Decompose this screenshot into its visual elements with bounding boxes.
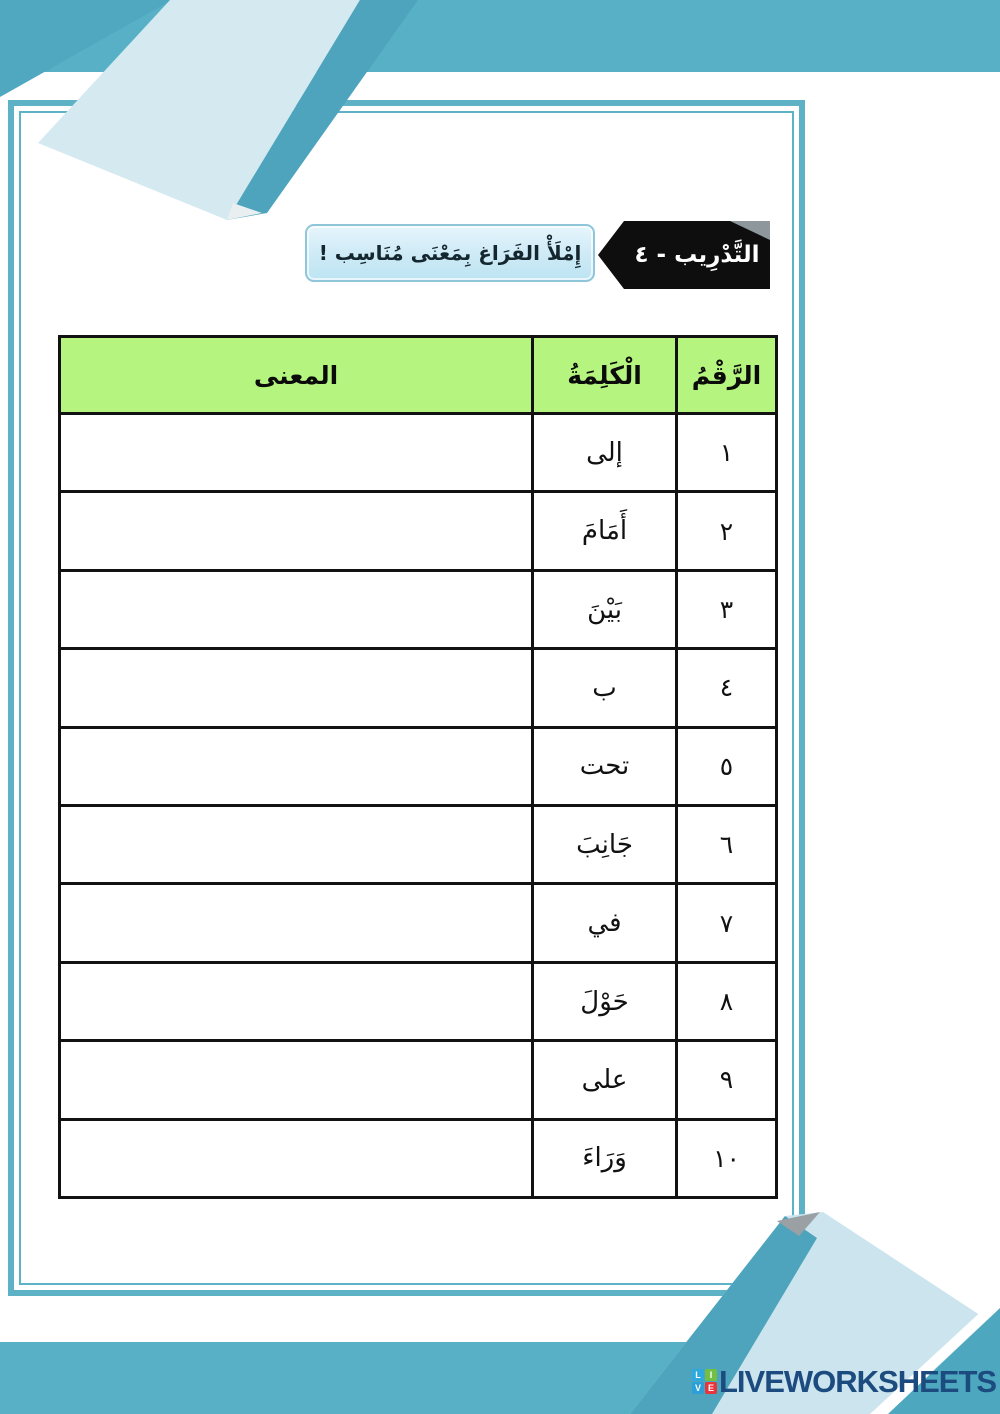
meaning-answer-blank[interactable] (61, 493, 531, 568)
meaning-answer-blank[interactable] (61, 729, 531, 804)
meaning-answer-blank[interactable] (61, 807, 531, 882)
header-word: الْكَلِمَةُ (531, 338, 675, 412)
page-border-frame-outer (8, 100, 805, 1296)
liveworksheets-logo-icon: L I V E (692, 1369, 717, 1394)
liveworksheets-logo: L I V E LIVEWORKSHEETS (692, 1364, 997, 1399)
instruction-text: إِمْلَأْ الفَرَاغ بِمَعْنَى مُنَاسِب ! (318, 241, 582, 265)
bottom-teal-band (0, 1342, 708, 1414)
meaning-answer-blank[interactable] (61, 415, 531, 490)
logo-letter-e: E (705, 1382, 717, 1394)
row-number: ٨ (719, 987, 734, 1017)
row-word: أَمَامَ (581, 516, 628, 547)
page-border-frame-inner (19, 111, 794, 1285)
row-word: تحت (579, 751, 630, 782)
logo-letter-l: L (692, 1369, 704, 1381)
instruction-box: إِمْلَأْ الفَرَاغ بِمَعْنَى مُنَاسِب ! (305, 224, 595, 282)
table-row: ٤ ب (61, 647, 775, 726)
table-header-row: الرَّقْمُ الْكَلِمَةُ المعنى (61, 338, 775, 412)
row-word: حَوْلَ (580, 986, 629, 1017)
table-row: ٢ أَمَامَ (61, 490, 775, 569)
table-row: ٧ في (61, 882, 775, 961)
row-number: ٣ (719, 595, 734, 625)
row-number: ٤ (719, 673, 734, 703)
row-number: ١٠ (713, 1143, 740, 1173)
header-number: الرَّقْمُ (675, 338, 775, 412)
meaning-answer-blank[interactable] (61, 572, 531, 647)
logo-letter-v: V (692, 1382, 704, 1394)
table-row: ٨ حَوْلَ (61, 960, 775, 1040)
table-row: ٩ على (61, 1039, 775, 1118)
row-word: على (581, 1064, 628, 1095)
row-word: إلى (586, 437, 623, 468)
liveworksheets-wordmark: LIVEWORKSHEETS (719, 1364, 997, 1399)
meaning-answer-blank[interactable] (61, 1042, 531, 1117)
row-number: ٥ (719, 751, 734, 781)
logo-letter-i: I (705, 1369, 717, 1381)
row-word: بَيْنَ (587, 594, 622, 625)
row-word: في (587, 908, 622, 939)
row-word: وَرَاءَ (582, 1143, 627, 1174)
worksheet-table: الرَّقْمُ الْكَلِمَةُ المعنى ١ إلى ٢ أَم… (58, 335, 778, 1199)
row-number: ٩ (719, 1065, 734, 1095)
row-number: ٧ (719, 908, 734, 938)
table-row: ٦ جَانِبَ (61, 804, 775, 883)
meaning-answer-blank[interactable] (61, 650, 531, 725)
meaning-answer-blank[interactable] (61, 885, 531, 960)
row-number: ٦ (719, 830, 734, 860)
table-row: ١ إلى (61, 412, 775, 491)
meaning-answer-blank[interactable] (61, 964, 531, 1039)
row-word: جَانِبَ (576, 829, 633, 860)
row-number: ١ (719, 438, 734, 468)
row-word: ب (592, 672, 617, 703)
table-row: ١٠ وَرَاءَ (61, 1117, 775, 1197)
header-meaning: المعنى (253, 360, 339, 390)
exercise-banner-label: التَّدْرِيب - ٤ (634, 242, 760, 268)
table-row: ٥ تحت (61, 725, 775, 805)
meaning-answer-blank[interactable] (61, 1121, 531, 1196)
row-number: ٢ (719, 516, 734, 546)
exercise-banner: التَّدْرِيب - ٤ (598, 221, 770, 289)
table-row: ٣ بَيْنَ (61, 568, 775, 648)
